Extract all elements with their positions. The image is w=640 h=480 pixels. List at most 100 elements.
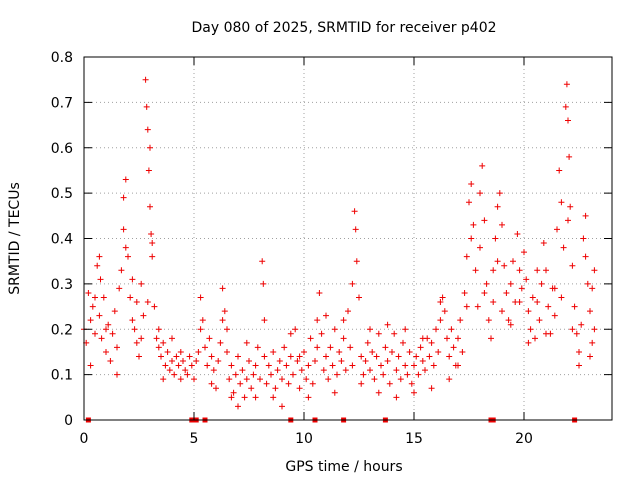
data-point-plus (305, 362, 312, 369)
data-point-plus (118, 267, 125, 274)
data-point-plus (470, 221, 477, 228)
data-point-plus (133, 299, 140, 306)
data-point-plus (455, 335, 461, 342)
data-point-plus (589, 339, 596, 346)
data-point-plus (160, 376, 167, 383)
data-point-plus (301, 348, 307, 355)
data-point-plus (96, 253, 103, 260)
data-point-plus (551, 285, 558, 292)
data-point-plus (202, 344, 208, 351)
data-point-plus (369, 348, 376, 355)
data-point-plus (208, 380, 215, 387)
data-point-plus (279, 403, 285, 410)
data-point-plus (565, 217, 571, 224)
data-point-plus (406, 348, 413, 355)
data-point-plus (378, 362, 384, 369)
data-point-plus (164, 348, 171, 355)
data-point-plus (367, 326, 373, 333)
data-point-plus (147, 144, 153, 151)
data-point-plus (260, 280, 267, 287)
data-point-plus (492, 235, 499, 242)
data-point-plus (356, 294, 362, 301)
data-point-plus (444, 335, 450, 342)
data-point-plus (193, 358, 200, 365)
data-point-plus (235, 403, 241, 410)
data-point-plus (87, 317, 94, 324)
data-point-plus (457, 317, 464, 324)
data-point-plus (97, 276, 104, 283)
data-point-plus (518, 285, 525, 292)
data-point-plus (265, 362, 272, 369)
data-point-plus (573, 330, 580, 337)
data-point-plus (474, 303, 481, 310)
data-point-plus (527, 326, 534, 333)
data-point-plus (290, 371, 296, 378)
data-point-plus (191, 376, 197, 383)
data-point-plus (197, 294, 204, 301)
data-point-plus (204, 362, 211, 369)
data-point-plus (323, 312, 329, 319)
data-point-plus (285, 380, 292, 387)
data-point-plus (422, 367, 428, 374)
data-point-plus (397, 376, 404, 383)
x-tick-label: 0 (80, 431, 89, 447)
data-point-plus (494, 258, 501, 265)
data-point-plus (230, 389, 237, 396)
data-point-plus (485, 317, 492, 324)
data-point-plus (276, 358, 283, 365)
data-point-plus (351, 208, 358, 215)
data-point-plus (525, 308, 532, 315)
data-point-plus (107, 358, 114, 365)
data-point-plus (479, 162, 486, 169)
data-point-plus (358, 380, 365, 387)
data-point-plus (536, 317, 543, 324)
grid-lines (84, 57, 612, 420)
data-point-plus (226, 376, 233, 383)
data-point-plus (576, 362, 582, 369)
data-point-plus (400, 339, 406, 346)
data-point-plus (538, 280, 545, 287)
data-point-plus (499, 308, 505, 315)
data-point-plus (331, 326, 338, 333)
data-point-plus (147, 203, 153, 210)
data-point-plus (408, 380, 415, 387)
data-point-plus (576, 348, 582, 355)
data-point-plus (281, 344, 288, 351)
data-point-plus (96, 312, 103, 319)
data-point-plus (171, 371, 178, 378)
data-point-plus (162, 362, 169, 369)
data-point-plus (257, 376, 263, 383)
data-point-plus (481, 289, 488, 296)
data-point-plus (309, 380, 316, 387)
data-point-plus (228, 394, 235, 401)
data-point-plus (534, 267, 541, 274)
chart-title: Day 080 of 2025, SRMTID for receiver p40… (191, 20, 496, 36)
data-point-plus (582, 212, 589, 219)
data-point-plus (437, 317, 444, 324)
data-point-plus (252, 394, 259, 401)
data-point-plus (411, 389, 417, 396)
data-point-plus (305, 394, 312, 401)
data-point-plus (239, 367, 246, 374)
data-point-plus (142, 76, 149, 83)
data-point-plus (98, 335, 105, 342)
data-point-plus (428, 339, 435, 346)
data-point-plus (103, 348, 109, 355)
data-point-plus (169, 358, 175, 365)
y-tick-label: 0 (64, 413, 73, 429)
data-point-plus (468, 235, 475, 242)
data-point-plus (352, 226, 359, 233)
data-point-plus (268, 371, 274, 378)
data-point-plus (148, 230, 155, 237)
data-point-plus (441, 308, 448, 315)
data-point-plus (481, 217, 488, 224)
data-point-plus (334, 371, 340, 378)
data-point-plus (199, 317, 206, 324)
data-point-plus (219, 317, 226, 324)
data-point-plus (298, 367, 305, 374)
data-point-plus (312, 358, 318, 365)
data-point-plus (455, 362, 461, 369)
data-point-plus (246, 358, 252, 365)
data-point-plus (490, 299, 497, 306)
data-point-plus (219, 285, 226, 292)
